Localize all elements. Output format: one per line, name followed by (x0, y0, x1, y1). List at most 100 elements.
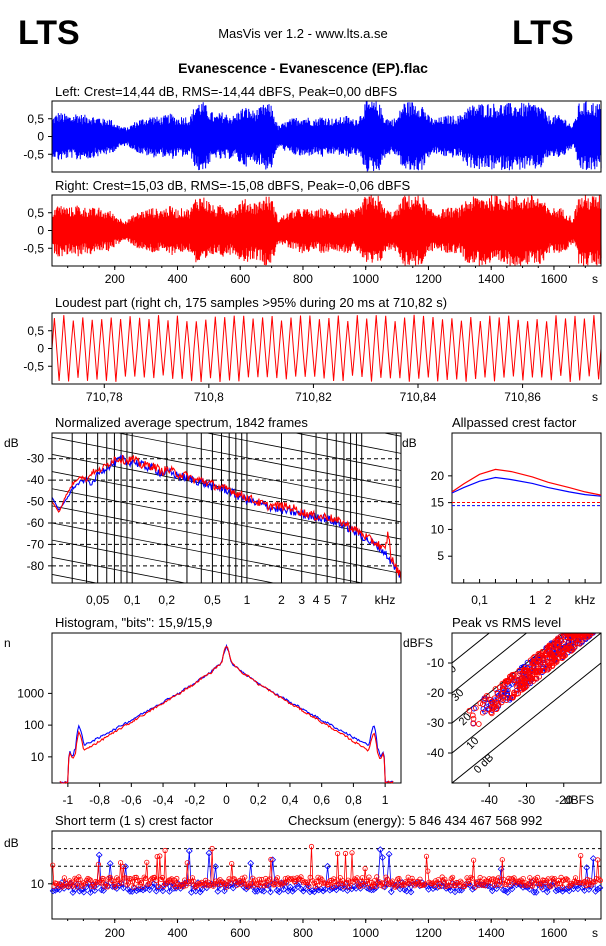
short-crest-point-right (69, 883, 75, 889)
peak-rms-point-right (588, 621, 593, 626)
short-crest-point-right (189, 875, 196, 881)
short-crest-point-right (159, 874, 166, 881)
right-channel-xtick-label: 1600 (541, 272, 568, 286)
short-crest-point-right (578, 852, 584, 859)
short-crest-point-left (350, 883, 358, 891)
short-crest-point-right (274, 875, 281, 881)
peak-rms-point-left (573, 626, 578, 631)
peak-rms-point-right (589, 623, 594, 628)
short-crest-point-right (227, 880, 233, 886)
peak-rms-point-right (539, 649, 546, 655)
short-crest-point-right (152, 874, 158, 881)
short-crest-point-right (93, 878, 99, 885)
spectrum-xtick-label: 2 (278, 593, 285, 607)
histogram-xtick-label: -0,6 (121, 793, 142, 807)
short-crest-point-right (63, 880, 69, 886)
short-crest-point-right (118, 860, 124, 866)
peak-rms-diagonal (452, 633, 565, 724)
short-crest-point-right (108, 877, 115, 883)
short-crest-point-right (545, 876, 551, 882)
short-crest-point-left (504, 888, 512, 896)
short-crest-point-right (371, 878, 377, 884)
peak-rms-point-right (543, 651, 550, 658)
short-crest-point-right (538, 884, 545, 890)
peak-rms-point-right (582, 633, 588, 636)
peak-rms-point-left (586, 617, 591, 622)
short-crest-title: Short term (1 s) crest factor (55, 813, 214, 828)
left-channel-waveform (51, 101, 602, 172)
peak-rms-point-right (582, 628, 587, 633)
loudest-part-xtick-label: 710,86 (504, 390, 541, 404)
peak-rms-point-right (582, 624, 587, 629)
histogram-xtick-label: 0,8 (345, 793, 362, 807)
short-crest-point-right (180, 884, 186, 890)
peak-rms-point-left (589, 625, 594, 630)
short-crest-point-left (150, 880, 158, 888)
short-crest-point-right (336, 881, 342, 887)
peak-rms-point-right (535, 668, 541, 675)
short-crest-point-right (366, 874, 372, 880)
short-crest-point-left (212, 863, 219, 870)
short-crest-point-right (355, 882, 362, 888)
short-crest-point-left (166, 888, 173, 895)
loudest-part-title: Loudest part (right ch, 175 samples >95%… (55, 295, 447, 310)
short-crest-point-right (592, 879, 598, 885)
right-channel-xunit: s (592, 272, 598, 286)
histogram-xtick-label: 0,2 (250, 793, 267, 807)
peak-rms-point-right (584, 627, 589, 632)
spectrum-slope-line (52, 556, 188, 583)
peak-rms-point-right (587, 617, 592, 622)
short-crest-point-right (172, 884, 179, 890)
short-crest-point-left (502, 887, 509, 895)
peak-rms-point-right (497, 693, 504, 699)
peak-rms-point-right (533, 675, 540, 682)
allpass-xtick-label: 0,1 (471, 593, 488, 607)
peak-rms-point-right (504, 678, 511, 685)
short-crest-point-left (469, 885, 476, 893)
peak-rms-point-right (575, 622, 580, 627)
short-crest-point-right (315, 874, 321, 880)
peak-rms-xtick-label: -30 (518, 793, 536, 807)
peak-rms-point-right (546, 651, 553, 658)
short-crest-point-right (155, 883, 162, 890)
peak-rms-point-right (582, 616, 587, 621)
peak-rms-point-right (570, 642, 576, 649)
short-crest-point-left (403, 887, 411, 895)
right-channel-xtick-label: 1400 (478, 272, 505, 286)
short-crest-xtick-label: 800 (293, 926, 313, 940)
peak-rms-point-right (507, 673, 513, 680)
short-crest-point-right (554, 880, 560, 887)
right-channel-xtick-label: 800 (293, 272, 313, 286)
short-crest-point-right (261, 883, 267, 889)
peak-rms-point-right (591, 633, 594, 634)
peak-rms-point-right (581, 617, 586, 622)
peak-rms-xlabel: dBFS (564, 793, 594, 807)
peak-rms-point-right (481, 697, 487, 704)
short-crest-point-right (142, 875, 149, 882)
short-crest-point-right (199, 879, 205, 886)
short-crest-point-left (192, 887, 200, 895)
peak-rms-point-right (581, 619, 586, 624)
spectrum-ytick-label: -80 (27, 559, 45, 573)
short-crest-point-right (210, 883, 216, 889)
short-crest-point-right (490, 876, 496, 882)
spectrum-xtick-label: 0,1 (124, 593, 141, 607)
peak-rms-point-right (583, 618, 588, 623)
short-crest-point-right (510, 876, 516, 882)
loudest-part-xtick-label: 710,78 (86, 390, 123, 404)
short-crest-point-left (407, 888, 415, 896)
peak-rms-point-right (590, 618, 595, 623)
short-crest-point-right (105, 884, 111, 890)
short-crest-point-right (195, 882, 201, 888)
short-crest-point-right (499, 857, 505, 863)
short-crest-point-left (594, 885, 602, 893)
short-crest-point-right (131, 884, 137, 890)
short-crest-point-right (116, 880, 122, 887)
peak-rms-point-right (570, 633, 576, 635)
short-crest-ylabel: dB (4, 836, 19, 850)
short-crest-point-right (367, 884, 373, 890)
short-crest-point-right (67, 878, 73, 884)
peak-rms-ytick-label: -10 (427, 656, 445, 670)
spectrum-ytick-label: -50 (27, 495, 45, 509)
